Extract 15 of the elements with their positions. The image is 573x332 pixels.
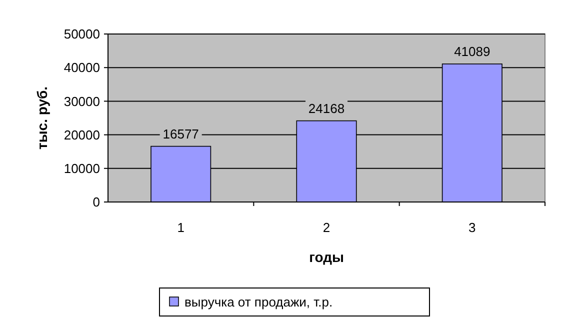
y-tick-label: 20000 <box>64 127 100 142</box>
x-tick-label: 1 <box>177 220 184 235</box>
y-tick-label: 40000 <box>64 60 100 76</box>
x-tick-label: 2 <box>322 220 330 235</box>
data-label: 16577 <box>162 126 199 142</box>
x-tick-label: 3 <box>468 220 476 235</box>
y-axis-title: тыс. руб. <box>34 86 50 150</box>
y-tick-label: 0 <box>92 194 100 210</box>
y-tick-label: 30000 <box>64 94 100 109</box>
data-label: 41089 <box>454 44 490 59</box>
x-axis-title: годы <box>309 249 344 265</box>
y-tick-label: 10000 <box>64 160 100 176</box>
y-tick-label: 50000 <box>64 26 100 42</box>
data-label: 24168 <box>308 100 345 116</box>
legend-label: выручка от продажи, т.р. <box>184 294 333 310</box>
